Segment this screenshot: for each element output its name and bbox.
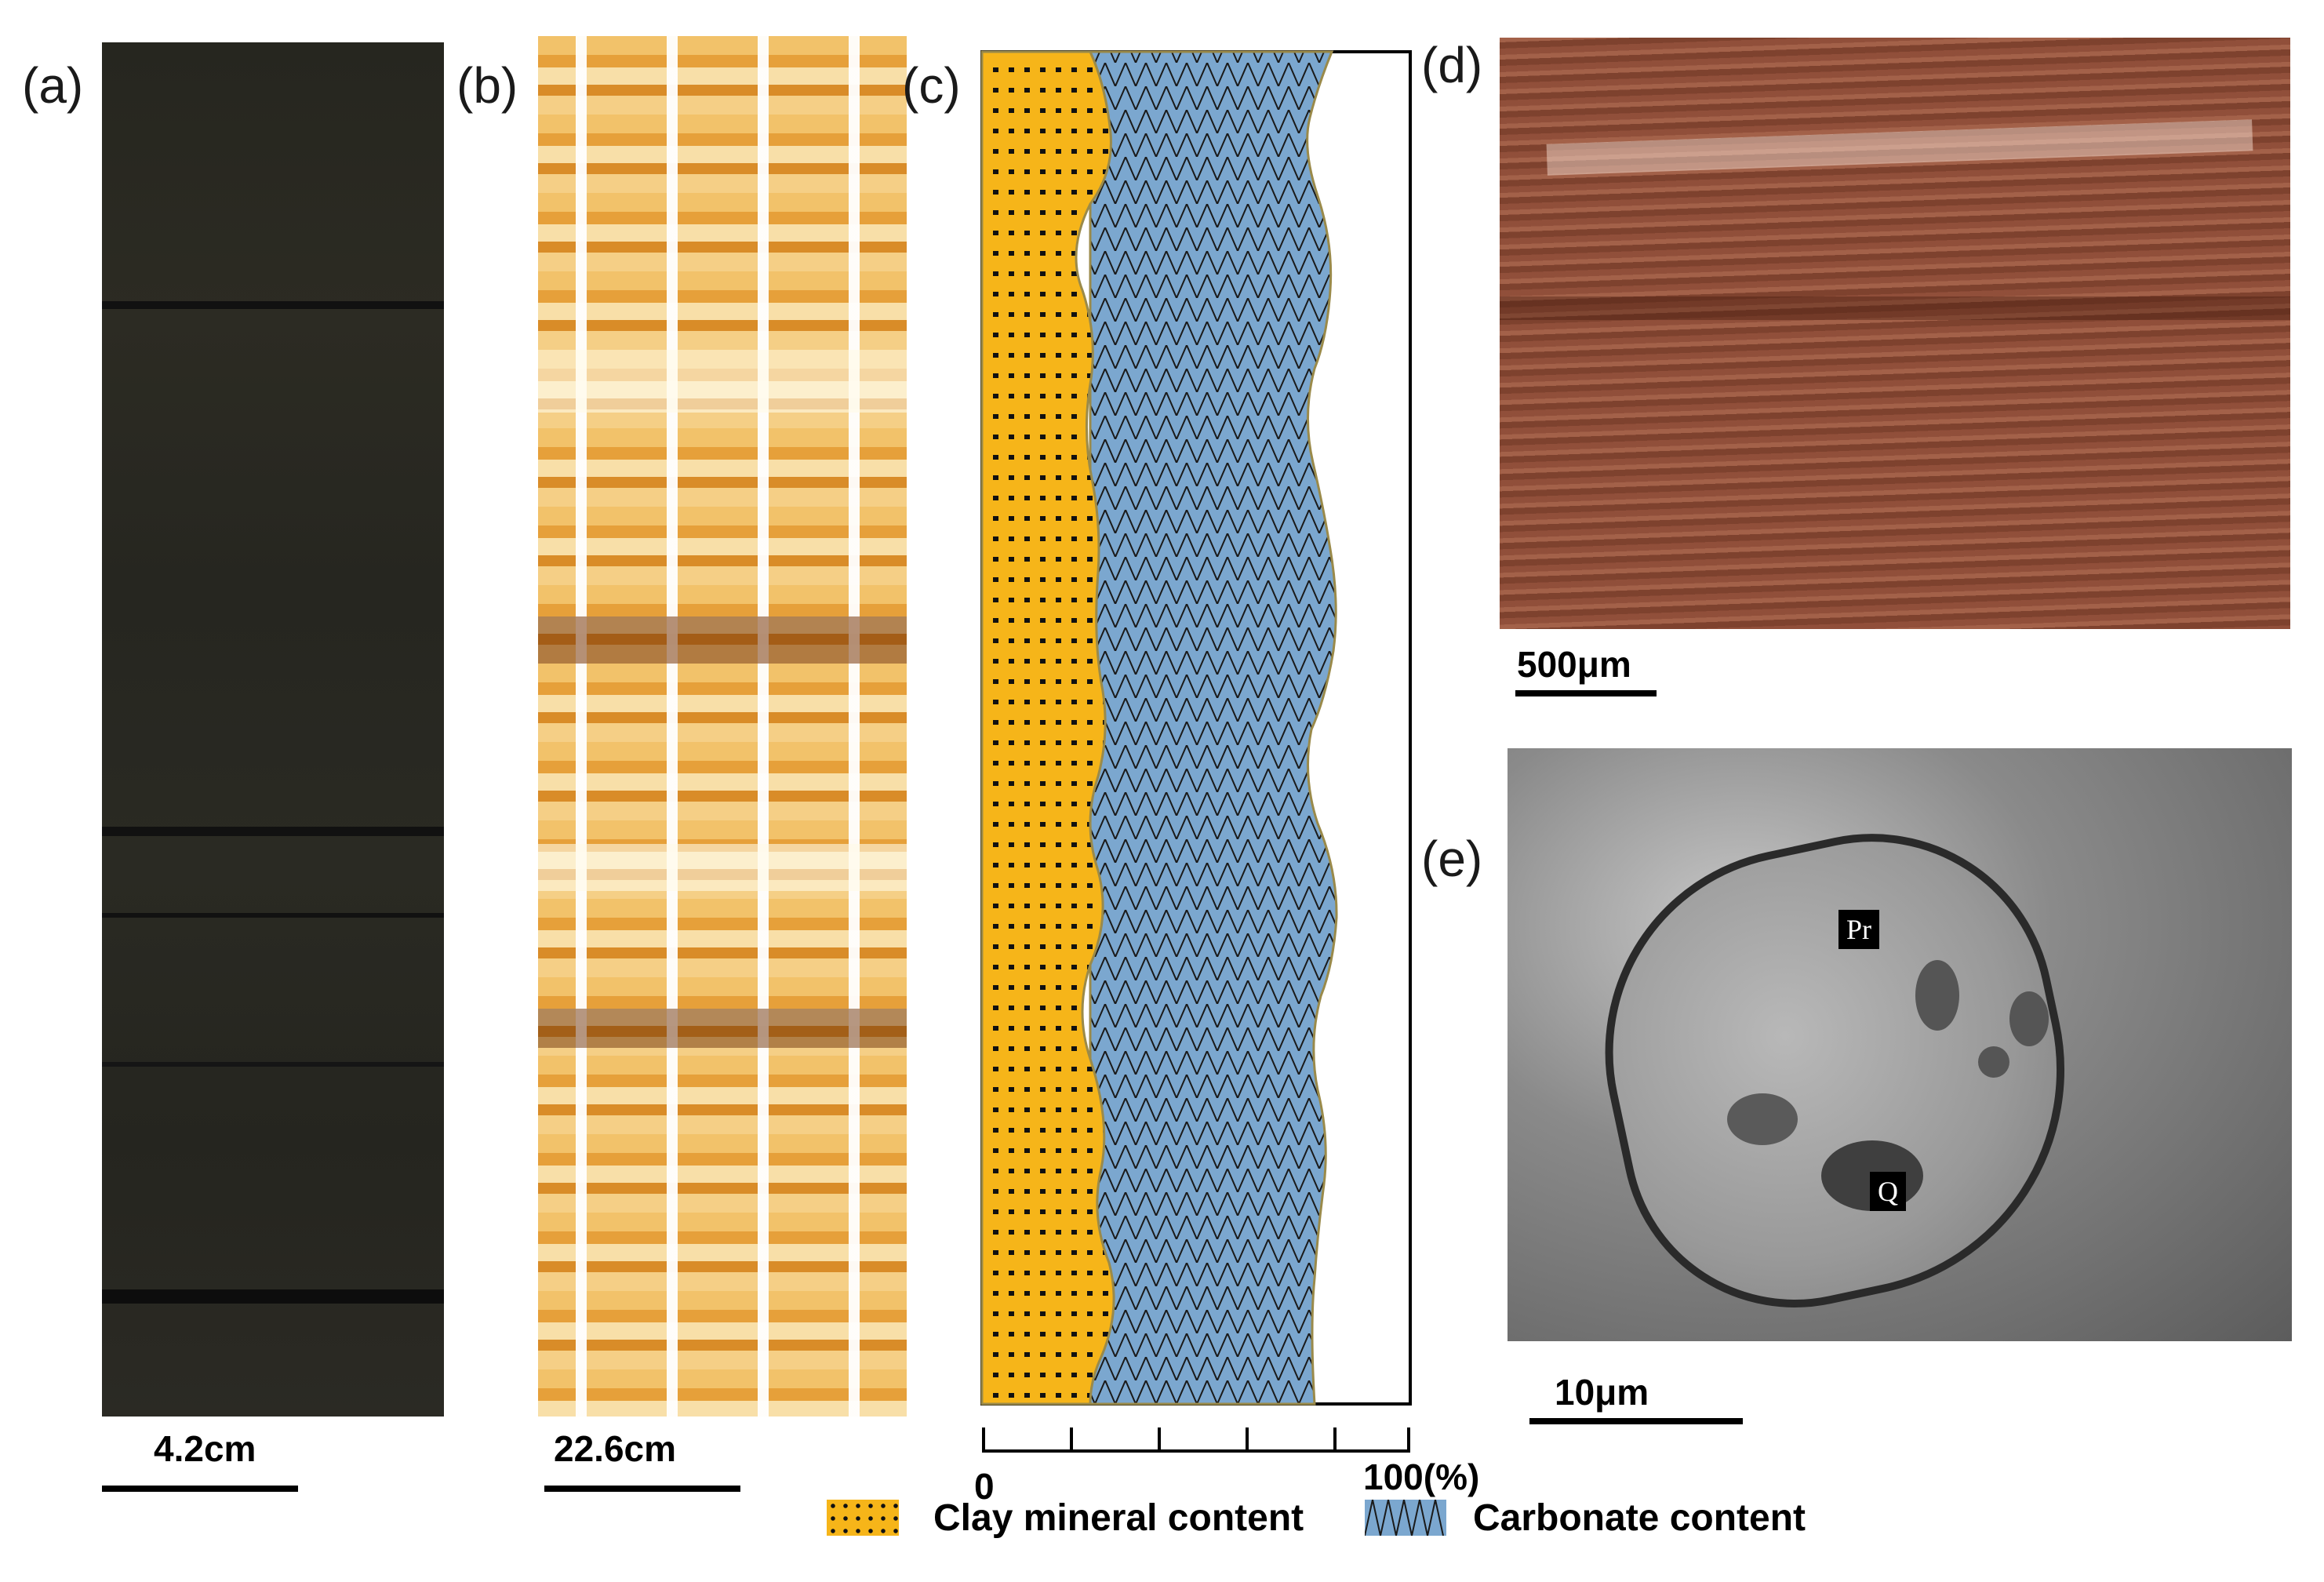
panel-b-scale-text: 22.6cm — [554, 1428, 677, 1469]
panel-a-scale-text: 4.2cm — [154, 1428, 256, 1469]
core-scan-image — [538, 36, 907, 1417]
legend-clay-swatch — [827, 1500, 899, 1536]
panel-c-label: (c) — [902, 57, 961, 114]
scan-light-band — [538, 844, 907, 891]
thin-section-bright-lamina — [1546, 119, 2253, 176]
sem-tag-pr: Pr — [1838, 910, 1880, 949]
core-fracture — [102, 1062, 444, 1067]
core-fracture — [102, 1289, 444, 1304]
panel-b-scale-bar — [544, 1486, 740, 1492]
thin-section-dark-lamina — [1500, 296, 2290, 320]
sem-tag-q: Q — [1870, 1172, 1906, 1211]
panel-e-scale-bar — [1529, 1418, 1743, 1424]
composition-log — [980, 50, 1412, 1453]
clay-area — [980, 50, 1115, 1406]
scan-dark-band — [538, 1009, 907, 1048]
log-axis-min: 0 — [974, 1466, 995, 1507]
core-fracture — [102, 827, 444, 836]
sem-pore — [1727, 1093, 1798, 1145]
thin-section-image — [1500, 38, 2290, 629]
panel-e-label: (e) — [1421, 831, 1483, 887]
panel-d-label: (d) — [1421, 37, 1483, 93]
sem-pore — [1978, 1046, 2009, 1078]
carbonate-area — [1089, 50, 1338, 1406]
core-fracture — [102, 913, 444, 918]
core-fracture — [102, 301, 444, 309]
legend-clay-label: Clay mineral content — [933, 1497, 1304, 1539]
panel-a-scale-bar — [102, 1486, 298, 1492]
panel-d-scale-bar — [1515, 690, 1657, 696]
panel-b-label: (b) — [456, 57, 518, 114]
sem-pore — [1915, 960, 1959, 1031]
scan-dark-band — [538, 616, 907, 664]
legend-carbonate-swatch — [1365, 1500, 1446, 1536]
sem-image — [1508, 748, 2292, 1341]
panel-a-label: (a) — [22, 57, 84, 114]
log-axis-max: 100(%) — [1363, 1457, 1480, 1497]
panel-e-scale-text: 10μm — [1555, 1372, 1649, 1413]
core-photo — [102, 42, 444, 1417]
sem-pore — [2009, 991, 2049, 1046]
legend-carbonate-label: Carbonate content — [1473, 1497, 1806, 1539]
scan-light-band — [538, 350, 907, 413]
panel-d-scale-text: 500μm — [1517, 644, 1631, 685]
sem-grain — [1567, 800, 2107, 1340]
